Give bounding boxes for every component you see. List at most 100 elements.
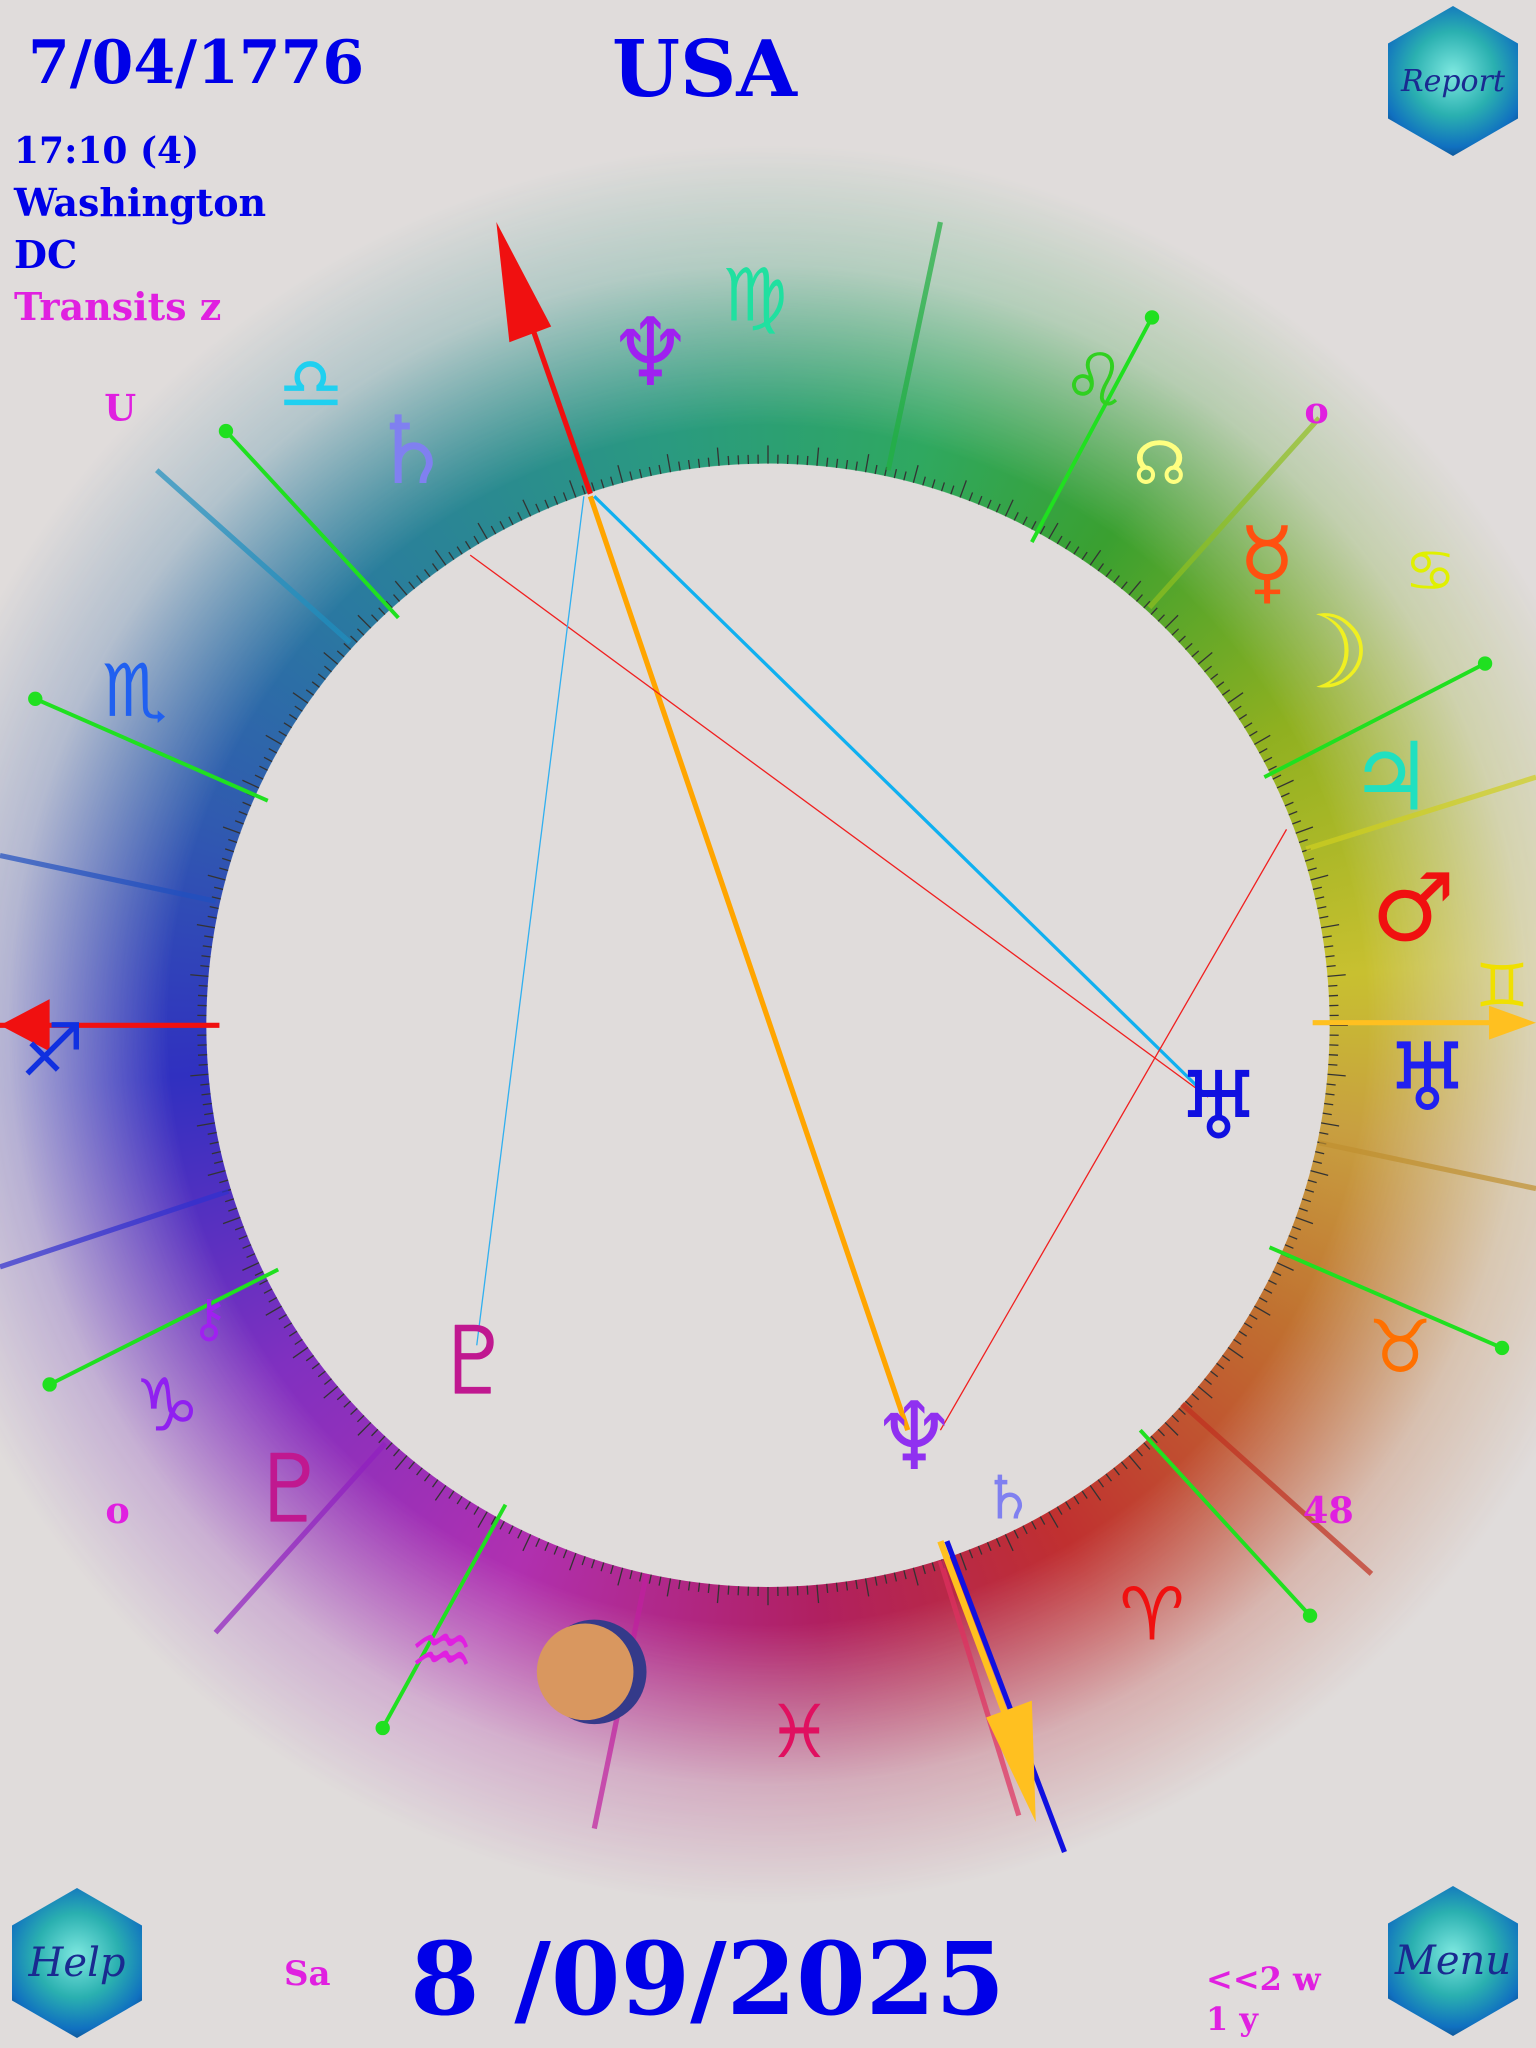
degree-tick (1004, 1534, 1014, 1552)
degree-tick (1272, 1270, 1282, 1277)
degree-tick (517, 512, 523, 521)
jupiter-icon[interactable]: ♃ (1349, 724, 1433, 833)
aries-icon: ♈ (1119, 1573, 1185, 1658)
degree-tick (874, 464, 878, 475)
degree-tick (393, 1448, 401, 1457)
degree-tick (610, 476, 614, 486)
degree-tick (1113, 1467, 1120, 1476)
step-size[interactable]: 1 y (1206, 2000, 1258, 2038)
step-back-button[interactable]: <<2 w (1206, 1960, 1321, 1998)
degree-tick (263, 756, 273, 763)
degree-tick (456, 1495, 463, 1505)
saturn-icon[interactable]: ♄ (369, 397, 453, 506)
degree-tick (222, 1216, 241, 1225)
cusp-line (224, 429, 400, 620)
degree-tick (1315, 1151, 1325, 1155)
degree-tick (629, 471, 633, 481)
degree-tick (350, 635, 358, 643)
degree-tick (336, 650, 345, 658)
neptune-icon[interactable]: ♆ (608, 299, 692, 408)
degree-tick (196, 1122, 216, 1127)
cusp-line (1030, 316, 1154, 543)
transit-pluto-icon[interactable]: ♇ (432, 1307, 516, 1416)
moon-phase-icon[interactable] (536, 1619, 647, 1725)
cusp-line (1138, 1428, 1312, 1617)
degree-tick (1312, 1160, 1322, 1165)
degree-tick (1039, 1516, 1046, 1525)
degree-tick (1191, 650, 1200, 658)
degree-tick (600, 479, 605, 489)
degree-tick (1022, 1525, 1028, 1535)
house-label: o (105, 1489, 129, 1532)
degree-tick (1243, 1322, 1253, 1329)
degree-tick (283, 722, 293, 729)
chart-mode[interactable]: Transits z (14, 284, 222, 329)
natal-date[interactable]: 7/04/1776 (28, 28, 365, 98)
sagittarius-icon: ♐ (19, 1008, 85, 1093)
degree-tick (1238, 713, 1248, 720)
degree-tick (1097, 563, 1105, 572)
degree-tick (517, 1529, 523, 1539)
degree-tick (288, 713, 298, 720)
degree-tick (995, 1538, 1001, 1548)
degree-tick (638, 1572, 643, 1582)
degree-tick (1210, 1370, 1219, 1378)
degree-tick (707, 457, 710, 467)
degree-tick (1197, 1385, 1213, 1399)
chart-title[interactable]: USA (612, 24, 797, 115)
degree-tick (265, 1305, 282, 1316)
degree-tick (456, 546, 463, 555)
degree-tick (350, 1407, 358, 1416)
menu-label: Menu (1394, 1938, 1512, 1984)
degree-tick (1312, 886, 1322, 891)
degree-tick (1288, 1235, 1298, 1240)
north-node-icon[interactable]: ☊ (1133, 429, 1186, 499)
house-label: U (104, 387, 136, 430)
degree-tick (254, 774, 264, 780)
degree-tick (697, 458, 701, 468)
degree-tick (1048, 1511, 1059, 1528)
degree-tick (190, 974, 209, 978)
degree-tick (569, 1552, 577, 1571)
degree-tick (1327, 1073, 1346, 1077)
uranus-icon[interactable]: ♅ (1385, 1024, 1469, 1133)
degree-tick (959, 1552, 967, 1571)
chiron-icon[interactable]: ⚷ (190, 1289, 228, 1349)
degree-tick (242, 779, 260, 789)
degree-tick (931, 479, 936, 489)
gemini-icon: ♊ (1475, 952, 1529, 1022)
virgo-icon: ♍ (722, 253, 788, 338)
moon-icon[interactable]: ☽ (1280, 593, 1371, 712)
mars-icon[interactable]: ♂ (1371, 854, 1455, 963)
degree-tick (207, 874, 226, 881)
degree-tick (581, 1556, 586, 1566)
degree-tick (385, 600, 393, 609)
degree-tick (1288, 810, 1298, 816)
degree-tick (394, 1455, 408, 1470)
degree-tick (1013, 1529, 1019, 1539)
degree-tick (727, 455, 730, 466)
degree-tick (214, 886, 224, 891)
degree-tick (835, 458, 839, 468)
transit-uranus-icon[interactable]: ♅ (1176, 1053, 1260, 1162)
degree-tick (1120, 581, 1128, 590)
degree-tick (283, 1322, 293, 1329)
degree-tick (221, 857, 232, 862)
degree-tick (1128, 1455, 1142, 1470)
degree-tick (697, 1582, 701, 1592)
degree-tick (1178, 1407, 1186, 1416)
degree-tick (678, 461, 681, 471)
mercury-icon[interactable]: ☿ (1238, 508, 1296, 617)
degree-tick (707, 1583, 710, 1594)
degree-tick (378, 1435, 386, 1444)
transit-neptune-icon[interactable]: ♆ (872, 1383, 956, 1492)
transit-date[interactable]: 8 /09/2025 (410, 1920, 1005, 2038)
degree-tick (238, 1235, 248, 1240)
leo-icon: ♌ (1062, 338, 1128, 423)
degree-tick (1178, 635, 1186, 643)
degree-tick (1327, 974, 1346, 978)
transit-saturn-icon[interactable]: ♄ (981, 1464, 1035, 1534)
degree-tick (371, 1428, 379, 1437)
pluto-icon[interactable]: ♇ (248, 1435, 332, 1544)
